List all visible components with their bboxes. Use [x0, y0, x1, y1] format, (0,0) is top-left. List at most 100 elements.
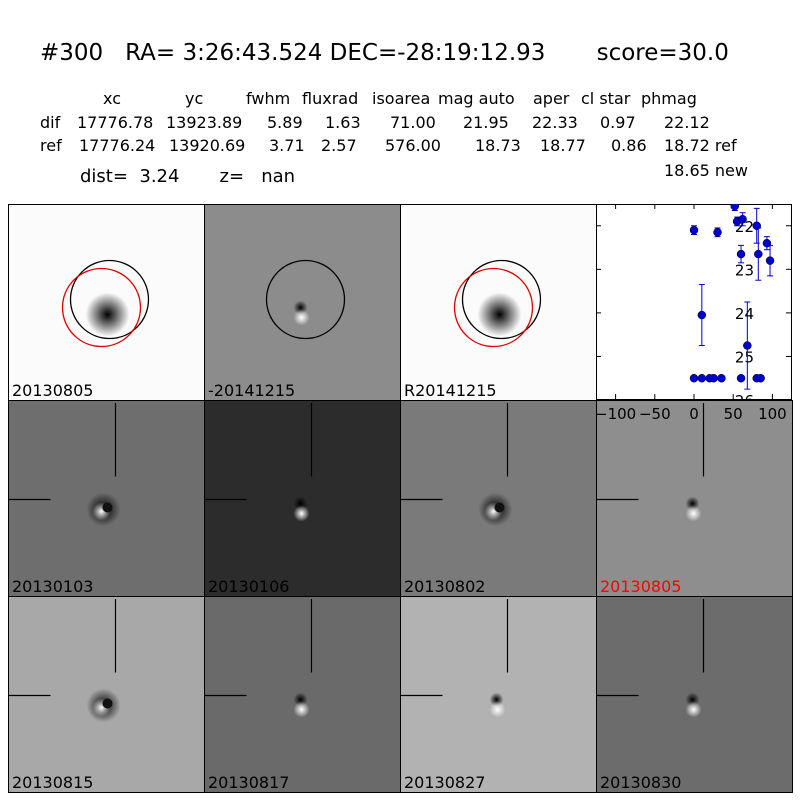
- ref-fwhm: 3.71: [269, 136, 305, 155]
- y-tick-label: 26: [735, 392, 754, 400]
- ref-yc: 13920.69: [169, 136, 246, 155]
- data-point: [765, 256, 775, 265]
- residual-negative: [494, 502, 505, 513]
- stamp-image: [9, 403, 121, 527]
- data-point: [713, 228, 722, 237]
- x-tick-label: 0: [689, 405, 699, 423]
- dif-fluxrad: 1.63: [325, 113, 361, 132]
- stamp-date-label: 20130802: [404, 577, 486, 596]
- ref-xc: 17776.24: [79, 136, 156, 155]
- stamp-panel: 20130815: [8, 596, 205, 793]
- residual-positive: [489, 701, 506, 718]
- residual-negative: [102, 698, 113, 709]
- stamp-image: [205, 403, 313, 522]
- x-tick-labels: −100 −50 0 50 100: [596, 405, 787, 423]
- col-header-yc: yc: [185, 89, 204, 108]
- x-tick-label: −50: [639, 405, 671, 423]
- x-tick-label: 100: [758, 405, 787, 423]
- ref-fluxrad: 2.57: [321, 136, 357, 155]
- residual-positive: [293, 701, 310, 718]
- y-tick-label: 24: [735, 305, 754, 323]
- stamp-image: [597, 599, 705, 718]
- stamp-image: [453, 259, 542, 348]
- stamp-panel: 20130830: [596, 596, 793, 793]
- stamp-panel: R20141215: [400, 204, 597, 401]
- data-point: [717, 373, 726, 383]
- data-point: [730, 204, 740, 211]
- aperture-circle-black: [265, 259, 346, 340]
- col-header-aper: aper: [533, 89, 570, 108]
- data-point: [736, 249, 746, 259]
- ref-mag-auto: 18.73: [475, 136, 521, 155]
- stamp-image: [401, 599, 509, 718]
- stamp-panel: 20130827: [400, 596, 597, 793]
- dif-mag-auto: 21.95: [463, 113, 509, 132]
- data-point: [752, 221, 761, 231]
- page-title: #300 RA= 3:26:43.524 DEC=-28:19:12.93 sc…: [40, 40, 729, 66]
- col-header-isoarea: isoarea: [372, 89, 431, 108]
- phmag-new: 18.65 new: [664, 161, 748, 180]
- stamp-image: [401, 403, 513, 527]
- source-blob: [477, 292, 522, 337]
- stamp-date-label: 20130103: [12, 577, 94, 596]
- ref-aper: 18.77: [540, 136, 586, 155]
- y-tick-label: 23: [735, 261, 754, 279]
- stamp-date-label: 20130830: [600, 773, 682, 792]
- stamp-image: [61, 259, 150, 348]
- stamp-date-label: 20130815: [12, 773, 94, 792]
- source-blob: [85, 292, 130, 337]
- dif-yc: 13923.89: [166, 113, 243, 132]
- col-header-mag-auto: mag auto: [438, 89, 515, 108]
- dif-isoarea: 71.00: [390, 113, 436, 132]
- col-header-fluxrad: fluxrad: [302, 89, 359, 108]
- dif-aper: 22.33: [532, 113, 578, 132]
- data-point: [709, 373, 718, 383]
- col-header-cl-star: cl star: [581, 89, 631, 108]
- aperture-circle-red: [61, 267, 142, 348]
- data-point: [689, 373, 699, 383]
- data-point: [697, 310, 707, 320]
- col-header-phmag: phmag: [641, 89, 697, 108]
- row-label-dif: dif: [40, 113, 61, 132]
- data-point: [754, 249, 763, 259]
- stamp-date-label: 20130805: [600, 577, 682, 596]
- dif-cl-star: 0.97: [600, 113, 636, 132]
- col-header-fwhm: fwhm: [246, 89, 291, 108]
- col-header-xc: xc: [103, 89, 121, 108]
- stamp-panel: 20130106: [204, 400, 401, 597]
- lightcurve-chart: 2223242526: [596, 204, 792, 400]
- ref-phmag: 18.72 ref: [664, 136, 737, 155]
- stamp-image: [265, 259, 346, 340]
- stamp-date-label: R20141215: [404, 381, 497, 400]
- dif-phmag: 22.12: [664, 113, 710, 132]
- data-point: [756, 373, 765, 383]
- stamp-panel: 20130805: [8, 204, 205, 401]
- stamp-panel: 20130805: [596, 400, 793, 597]
- aperture-circle-black: [461, 259, 542, 340]
- dist-readout: dist= 3.24 z= nan: [80, 166, 296, 187]
- x-tick-label: −100: [596, 405, 636, 423]
- stamp-date-label: -20141215: [208, 381, 296, 400]
- stamp-date-label: 20130827: [404, 773, 486, 792]
- x-tick-label: 50: [724, 405, 743, 423]
- residual-positive: [685, 505, 702, 522]
- ref-cl-star: 0.86: [611, 136, 647, 155]
- data-point: [738, 214, 747, 224]
- data-point: [736, 373, 746, 383]
- row-label-ref: ref: [40, 136, 62, 155]
- aperture-circle-red: [453, 267, 534, 348]
- data-point: [743, 341, 752, 350]
- data-point: [689, 225, 699, 235]
- stamp-panel: 20130817: [204, 596, 401, 793]
- stamp-panel: -20141215: [204, 204, 401, 401]
- residual-positive: [293, 309, 310, 326]
- stamp-panel: 20130802: [400, 400, 597, 597]
- stamp-date-label: 20130817: [208, 773, 290, 792]
- data-point: [697, 373, 707, 383]
- stamp-image: [9, 599, 121, 723]
- stamp-image: [205, 599, 313, 718]
- stamp-date-label: 20130805: [12, 381, 94, 400]
- residual-positive: [685, 701, 702, 718]
- dif-xc: 17776.78: [77, 113, 154, 132]
- stamp-panel: 20130103: [8, 400, 205, 597]
